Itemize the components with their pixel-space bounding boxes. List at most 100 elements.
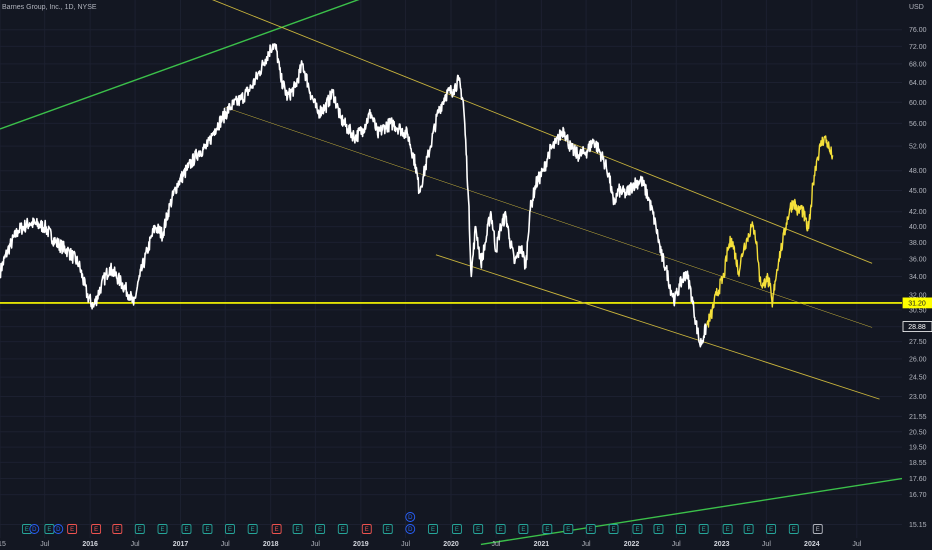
badge-box <box>451 524 462 534</box>
badge-box <box>428 524 438 534</box>
y-tick-label: 27.50 <box>909 339 927 346</box>
x-tick-label: Jul <box>40 541 49 548</box>
price-marker-label: 31.20 <box>908 300 926 307</box>
x-tick-label: 2022 <box>624 541 640 548</box>
price-marker-box <box>902 297 932 309</box>
badge-letter: E <box>792 527 796 533</box>
y-tick-label: 16.70 <box>909 492 927 499</box>
badge-letter: E <box>455 527 459 533</box>
y-tick-label: 38.00 <box>909 240 927 247</box>
y-axis: USD 15.15 16.70 17.60 18.55 19.50 20.50 21.55 2… <box>902 0 932 550</box>
y-tick-label: 26.00 <box>909 356 927 363</box>
y-tick-label: 30.50 <box>909 307 927 314</box>
dividend-badge: D <box>405 512 416 522</box>
badge-letter: E <box>656 527 660 533</box>
x-tick-label: Jul <box>401 541 410 548</box>
earnings-badge: E <box>247 524 258 534</box>
y-tick-label: 32.00 <box>909 293 927 300</box>
earnings-badge: E <box>337 524 348 534</box>
earnings-badge: E <box>766 524 777 534</box>
x-tick-label: 2024 <box>804 541 820 548</box>
badge-box <box>112 524 123 534</box>
badge-letter: D <box>408 515 413 521</box>
x-tick-label: Jul <box>131 541 140 548</box>
badge-letter: E <box>679 527 683 533</box>
badge-letter: E <box>521 527 525 533</box>
badge-letter: E <box>589 527 593 533</box>
badge-box <box>361 524 372 534</box>
earnings-badge: E <box>743 524 754 534</box>
badge-letter: E <box>726 527 730 533</box>
x-tick-label: Jul <box>582 541 591 548</box>
price-line-history <box>0 43 707 348</box>
y-tick-label: 56.00 <box>909 121 927 128</box>
badge-letter: E <box>702 527 706 533</box>
badge-letter: E <box>70 527 74 533</box>
price-marker-box <box>902 321 932 333</box>
badge-letter: E <box>161 527 165 533</box>
badge-circle <box>53 524 64 534</box>
channel-mid-line <box>225 107 873 328</box>
badge-letter: E <box>25 527 29 533</box>
badge-letter: D <box>32 527 37 533</box>
badge-box <box>181 524 192 534</box>
earnings-badge: E <box>157 524 168 534</box>
earnings-badge: E <box>518 524 529 534</box>
badge-box <box>202 524 213 534</box>
badge-letter: E <box>318 527 322 533</box>
badge-box <box>788 524 799 534</box>
badge-letter: E <box>296 527 300 533</box>
badge-box <box>722 524 733 534</box>
badge-box <box>157 524 168 534</box>
badge-letter: E <box>115 527 119 533</box>
badge-box <box>518 524 529 534</box>
earnings-badge: E <box>224 524 235 534</box>
x-tick-label: Jul <box>762 541 771 548</box>
badge-circle <box>405 512 416 522</box>
earnings-badge: E <box>44 524 55 534</box>
earnings-badge: E <box>722 524 733 534</box>
price-line-recent <box>705 135 834 328</box>
badge-box <box>473 524 484 534</box>
dividend-badge: D <box>405 524 416 534</box>
badge-letter: E <box>545 527 549 533</box>
earnings-badge: E <box>67 524 78 534</box>
badge-letter: E <box>94 527 98 533</box>
earnings-badge: E <box>382 524 393 534</box>
earnings-badge: E <box>632 524 643 534</box>
x-tick-label: 2020 <box>443 541 459 548</box>
badge-letter: D <box>56 527 61 533</box>
currency-label: USD <box>909 4 924 11</box>
y-tick-label: 60.00 <box>909 100 927 107</box>
x-tick-label: Jul <box>311 541 320 548</box>
y-tick-label: 45.00 <box>909 188 927 195</box>
earnings-badge: E <box>495 524 506 534</box>
y-tick-label: 24.50 <box>909 375 927 382</box>
x-tick-label: 2018 <box>263 541 279 548</box>
channel-upper-line <box>212 0 873 264</box>
earnings-badge: E <box>202 524 213 534</box>
earnings-badge: E <box>585 524 596 534</box>
badge-letter: E <box>205 527 209 533</box>
x-tick-label: 2019 <box>353 541 369 548</box>
x-tick-label: Jul <box>491 541 500 548</box>
dividend-badge: D <box>29 524 40 534</box>
y-tick-label: 23.00 <box>909 394 927 401</box>
y-tick-label: 40.00 <box>909 224 927 231</box>
x-tick-label: 2021 <box>534 541 550 548</box>
badge-letter: E <box>386 527 390 533</box>
y-tick-label: 21.55 <box>909 414 927 421</box>
dividend-badge: D <box>53 524 64 534</box>
badge-box <box>766 524 777 534</box>
y-tick-label: 72.00 <box>909 44 927 51</box>
badge-letter: E <box>431 527 435 533</box>
badge-letter: E <box>635 527 639 533</box>
event-markers: E D E D E E E E E E E E E E E E E E E DDE E E E E E E E E E E E E E E E E E <box>21 512 823 534</box>
badge-letter: E <box>341 527 345 533</box>
trend-upper-line <box>0 0 360 130</box>
earnings-badge: E <box>134 524 145 534</box>
earnings-badge: E <box>361 524 372 534</box>
badge-box <box>608 524 619 534</box>
price-marker: 28.88 <box>902 321 932 333</box>
